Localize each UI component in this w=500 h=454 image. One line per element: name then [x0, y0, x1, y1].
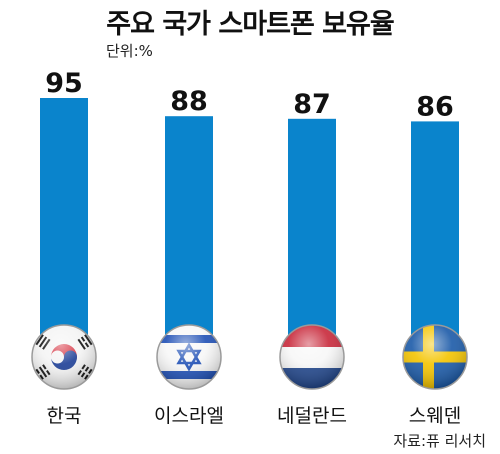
category-label-4: 스웨덴 [409, 405, 461, 427]
value-label-1: 95 [45, 68, 83, 99]
source-label: 자료:퓨 리서치 [393, 432, 486, 450]
value-label-2: 88 [170, 86, 208, 117]
category-label-2: 이스라엘 [154, 405, 224, 427]
unit-label: 단위:% [106, 42, 153, 60]
value-labels-group: 95 88 87 86 [45, 68, 454, 122]
bar-4 [411, 121, 459, 346]
bars-group [40, 98, 459, 346]
sweden-flag-icon [402, 324, 468, 390]
netherlands-flag-icon [279, 324, 345, 390]
category-label-1: 한국 [47, 405, 82, 427]
israel-flag-icon [156, 324, 222, 390]
south-korea-flag-icon [31, 324, 97, 390]
bar-3 [288, 118, 336, 345]
value-label-4: 86 [416, 91, 454, 122]
bar-1 [40, 98, 88, 345]
flags-group [31, 324, 468, 390]
value-label-3: 87 [293, 89, 331, 120]
bar-2 [165, 116, 213, 345]
category-labels-group: 한국 이스라엘 네덜란드 스웨덴 [47, 405, 462, 427]
category-label-3: 네덜란드 [277, 405, 347, 427]
chart-title: 주요 국가 스마트폰 보유율 [106, 9, 394, 40]
